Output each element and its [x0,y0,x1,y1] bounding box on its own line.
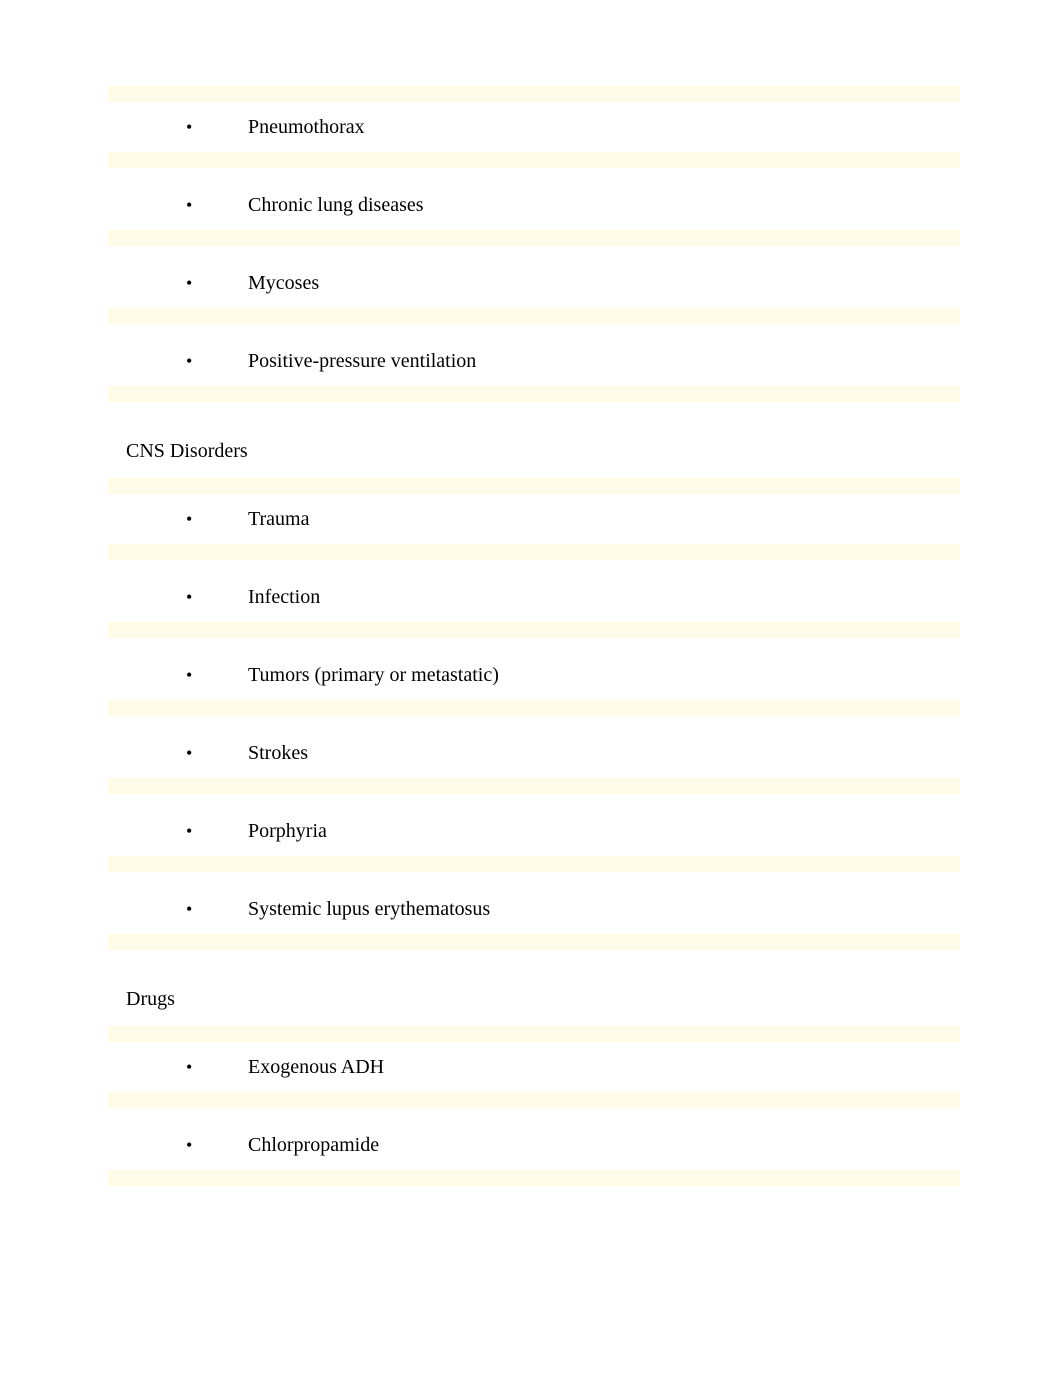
bullet-icon: • [186,116,248,139]
section-heading-row: Drugs [126,960,952,1030]
bullet-text: Tumors (primary or metastatic) [248,662,952,688]
document-content: • Pneumothorax • Chronic lung diseases •… [0,0,1062,1216]
bullet-text: Chronic lung diseases [248,192,952,218]
highlight-band [108,478,960,494]
bullet-text: Positive-pressure ventilation [248,348,952,374]
highlight-band [108,230,960,246]
bullet-text: Mycoses [248,270,952,296]
bullet-text: Infection [248,584,952,610]
trailing-highlight-row [126,1196,952,1216]
section-heading: CNS Disorders [126,412,952,482]
bullet-icon: • [186,820,248,843]
highlight-band [108,152,960,168]
highlight-band [108,1092,960,1108]
highlight-band [108,308,960,324]
bullet-icon: • [186,898,248,921]
bullet-icon: • [186,1056,248,1079]
bullet-text: Chlorpropamide [248,1132,952,1158]
bullet-icon: • [186,586,248,609]
bullet-text: Exogenous ADH [248,1054,952,1080]
bullet-icon: • [186,664,248,687]
bullet-text: Strokes [248,740,952,766]
bullet-icon: • [186,508,248,531]
bullet-icon: • [186,194,248,217]
highlight-band [108,544,960,560]
bullet-text: Systemic lupus erythematosus [248,896,952,922]
section-heading-row: CNS Disorders [126,412,952,482]
bullet-text: Trauma [248,506,952,532]
bullet-icon: • [186,742,248,765]
bullet-text: Pneumothorax [248,114,952,140]
highlight-band [108,1170,960,1186]
highlight-band [108,778,960,794]
highlight-band [108,622,960,638]
bullet-icon: • [186,1134,248,1157]
bullet-text: Porphyria [248,818,952,844]
highlight-band [108,386,960,402]
bullet-icon: • [186,272,248,295]
highlight-band [108,86,960,102]
highlight-band [108,856,960,872]
highlight-band [108,1026,960,1042]
bullet-icon: • [186,350,248,373]
section-heading: Drugs [126,960,952,1030]
highlight-band [108,934,960,950]
highlight-band [108,700,960,716]
